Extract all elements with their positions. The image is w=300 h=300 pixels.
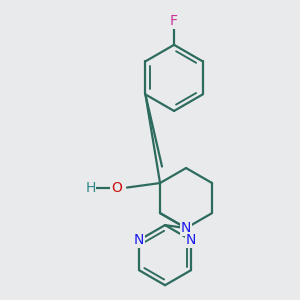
Text: N: N xyxy=(181,221,191,235)
Text: O: O xyxy=(111,181,122,195)
Text: N: N xyxy=(134,233,144,247)
Text: N: N xyxy=(186,233,196,247)
Text: F: F xyxy=(170,14,178,28)
Text: H: H xyxy=(85,181,95,195)
